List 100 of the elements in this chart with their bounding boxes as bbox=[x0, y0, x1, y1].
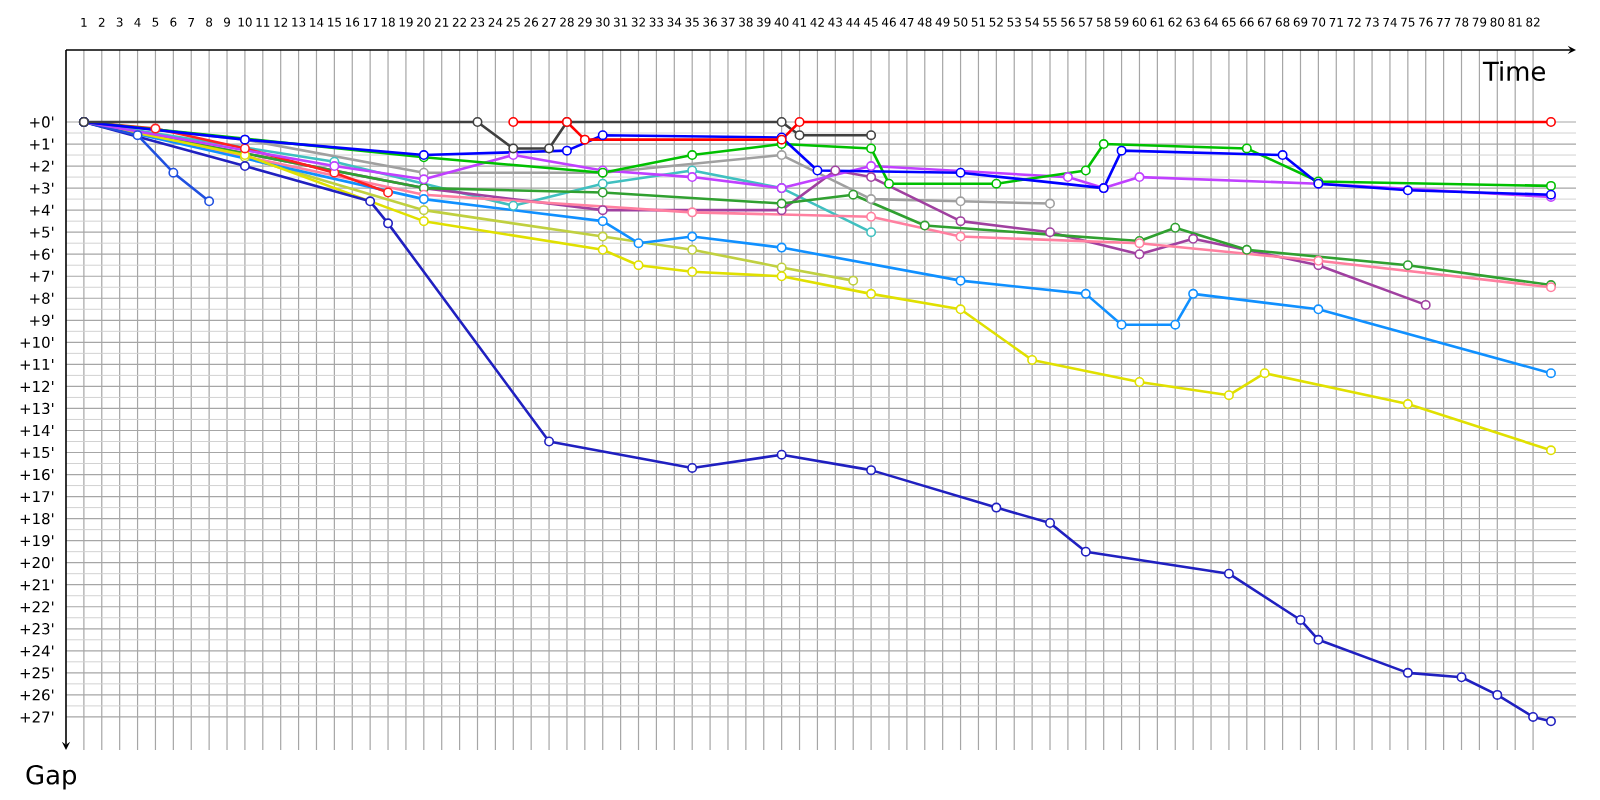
point bbox=[544, 436, 555, 447]
point bbox=[1259, 368, 1270, 379]
point bbox=[1134, 377, 1145, 387]
point bbox=[383, 218, 394, 229]
point bbox=[1116, 319, 1127, 330]
point bbox=[579, 134, 590, 145]
point bbox=[776, 449, 787, 460]
point bbox=[508, 200, 519, 211]
point bbox=[830, 165, 841, 176]
point bbox=[418, 216, 429, 227]
point bbox=[1134, 172, 1145, 183]
point bbox=[1223, 568, 1234, 579]
point bbox=[597, 244, 608, 255]
point bbox=[472, 117, 483, 127]
point bbox=[561, 145, 572, 156]
point bbox=[365, 196, 376, 207]
point bbox=[597, 178, 608, 189]
point bbox=[1402, 667, 1413, 678]
point bbox=[544, 143, 555, 154]
point bbox=[955, 196, 966, 207]
point bbox=[597, 130, 608, 141]
point bbox=[1045, 518, 1056, 529]
point bbox=[866, 288, 877, 299]
point bbox=[687, 231, 698, 242]
point bbox=[1402, 185, 1413, 196]
point bbox=[1545, 368, 1556, 379]
point bbox=[508, 117, 519, 127]
point bbox=[955, 216, 966, 227]
point bbox=[1456, 672, 1467, 683]
point bbox=[168, 167, 179, 178]
point bbox=[597, 216, 608, 227]
point bbox=[1062, 172, 1073, 183]
point bbox=[150, 123, 161, 134]
point bbox=[239, 161, 250, 172]
point bbox=[794, 130, 805, 141]
x-axis-title: Time bbox=[1482, 60, 1545, 82]
point bbox=[812, 165, 823, 176]
point bbox=[1420, 299, 1431, 310]
point bbox=[866, 161, 877, 172]
point bbox=[1545, 445, 1556, 456]
point bbox=[1545, 117, 1556, 127]
point bbox=[1313, 304, 1324, 315]
point bbox=[955, 231, 966, 242]
point bbox=[597, 205, 608, 216]
point bbox=[1188, 233, 1199, 244]
point bbox=[1241, 244, 1252, 255]
point bbox=[1116, 145, 1127, 156]
point bbox=[687, 266, 698, 277]
point bbox=[884, 178, 894, 189]
point bbox=[1241, 143, 1252, 154]
point bbox=[418, 194, 429, 205]
y-axis-title: Gap bbox=[26, 765, 77, 790]
point bbox=[866, 130, 877, 141]
point bbox=[1188, 288, 1199, 299]
point bbox=[1223, 390, 1234, 401]
point bbox=[1045, 198, 1056, 209]
point bbox=[1170, 222, 1181, 233]
point bbox=[204, 196, 215, 207]
point bbox=[687, 207, 698, 218]
point bbox=[794, 117, 805, 127]
point bbox=[1402, 260, 1413, 271]
point bbox=[1545, 716, 1556, 727]
point bbox=[1295, 614, 1306, 625]
point bbox=[383, 187, 394, 198]
point bbox=[687, 150, 698, 161]
point bbox=[418, 174, 429, 185]
point bbox=[1080, 165, 1091, 176]
point bbox=[1313, 255, 1324, 266]
point bbox=[418, 205, 429, 216]
point bbox=[1170, 319, 1181, 330]
point bbox=[866, 211, 877, 222]
point bbox=[866, 465, 877, 476]
point bbox=[919, 220, 930, 231]
point bbox=[991, 178, 1002, 189]
point bbox=[1045, 227, 1056, 238]
point bbox=[955, 304, 966, 315]
point bbox=[329, 161, 340, 172]
point bbox=[955, 275, 966, 286]
point bbox=[1277, 150, 1288, 161]
point bbox=[776, 262, 787, 273]
point bbox=[1080, 288, 1091, 299]
point bbox=[597, 231, 608, 242]
point bbox=[1492, 689, 1503, 700]
point bbox=[597, 187, 608, 198]
point bbox=[866, 143, 877, 154]
point bbox=[848, 275, 859, 286]
point bbox=[1313, 634, 1324, 645]
point bbox=[687, 462, 698, 473]
point bbox=[687, 244, 698, 255]
point bbox=[776, 271, 787, 282]
point bbox=[866, 172, 877, 183]
point bbox=[1080, 546, 1091, 557]
point bbox=[991, 502, 1002, 513]
point bbox=[1545, 180, 1556, 191]
point bbox=[776, 198, 787, 209]
point bbox=[132, 130, 143, 141]
point bbox=[633, 260, 644, 271]
point bbox=[1098, 139, 1109, 150]
point bbox=[1134, 249, 1145, 260]
point bbox=[776, 150, 787, 161]
